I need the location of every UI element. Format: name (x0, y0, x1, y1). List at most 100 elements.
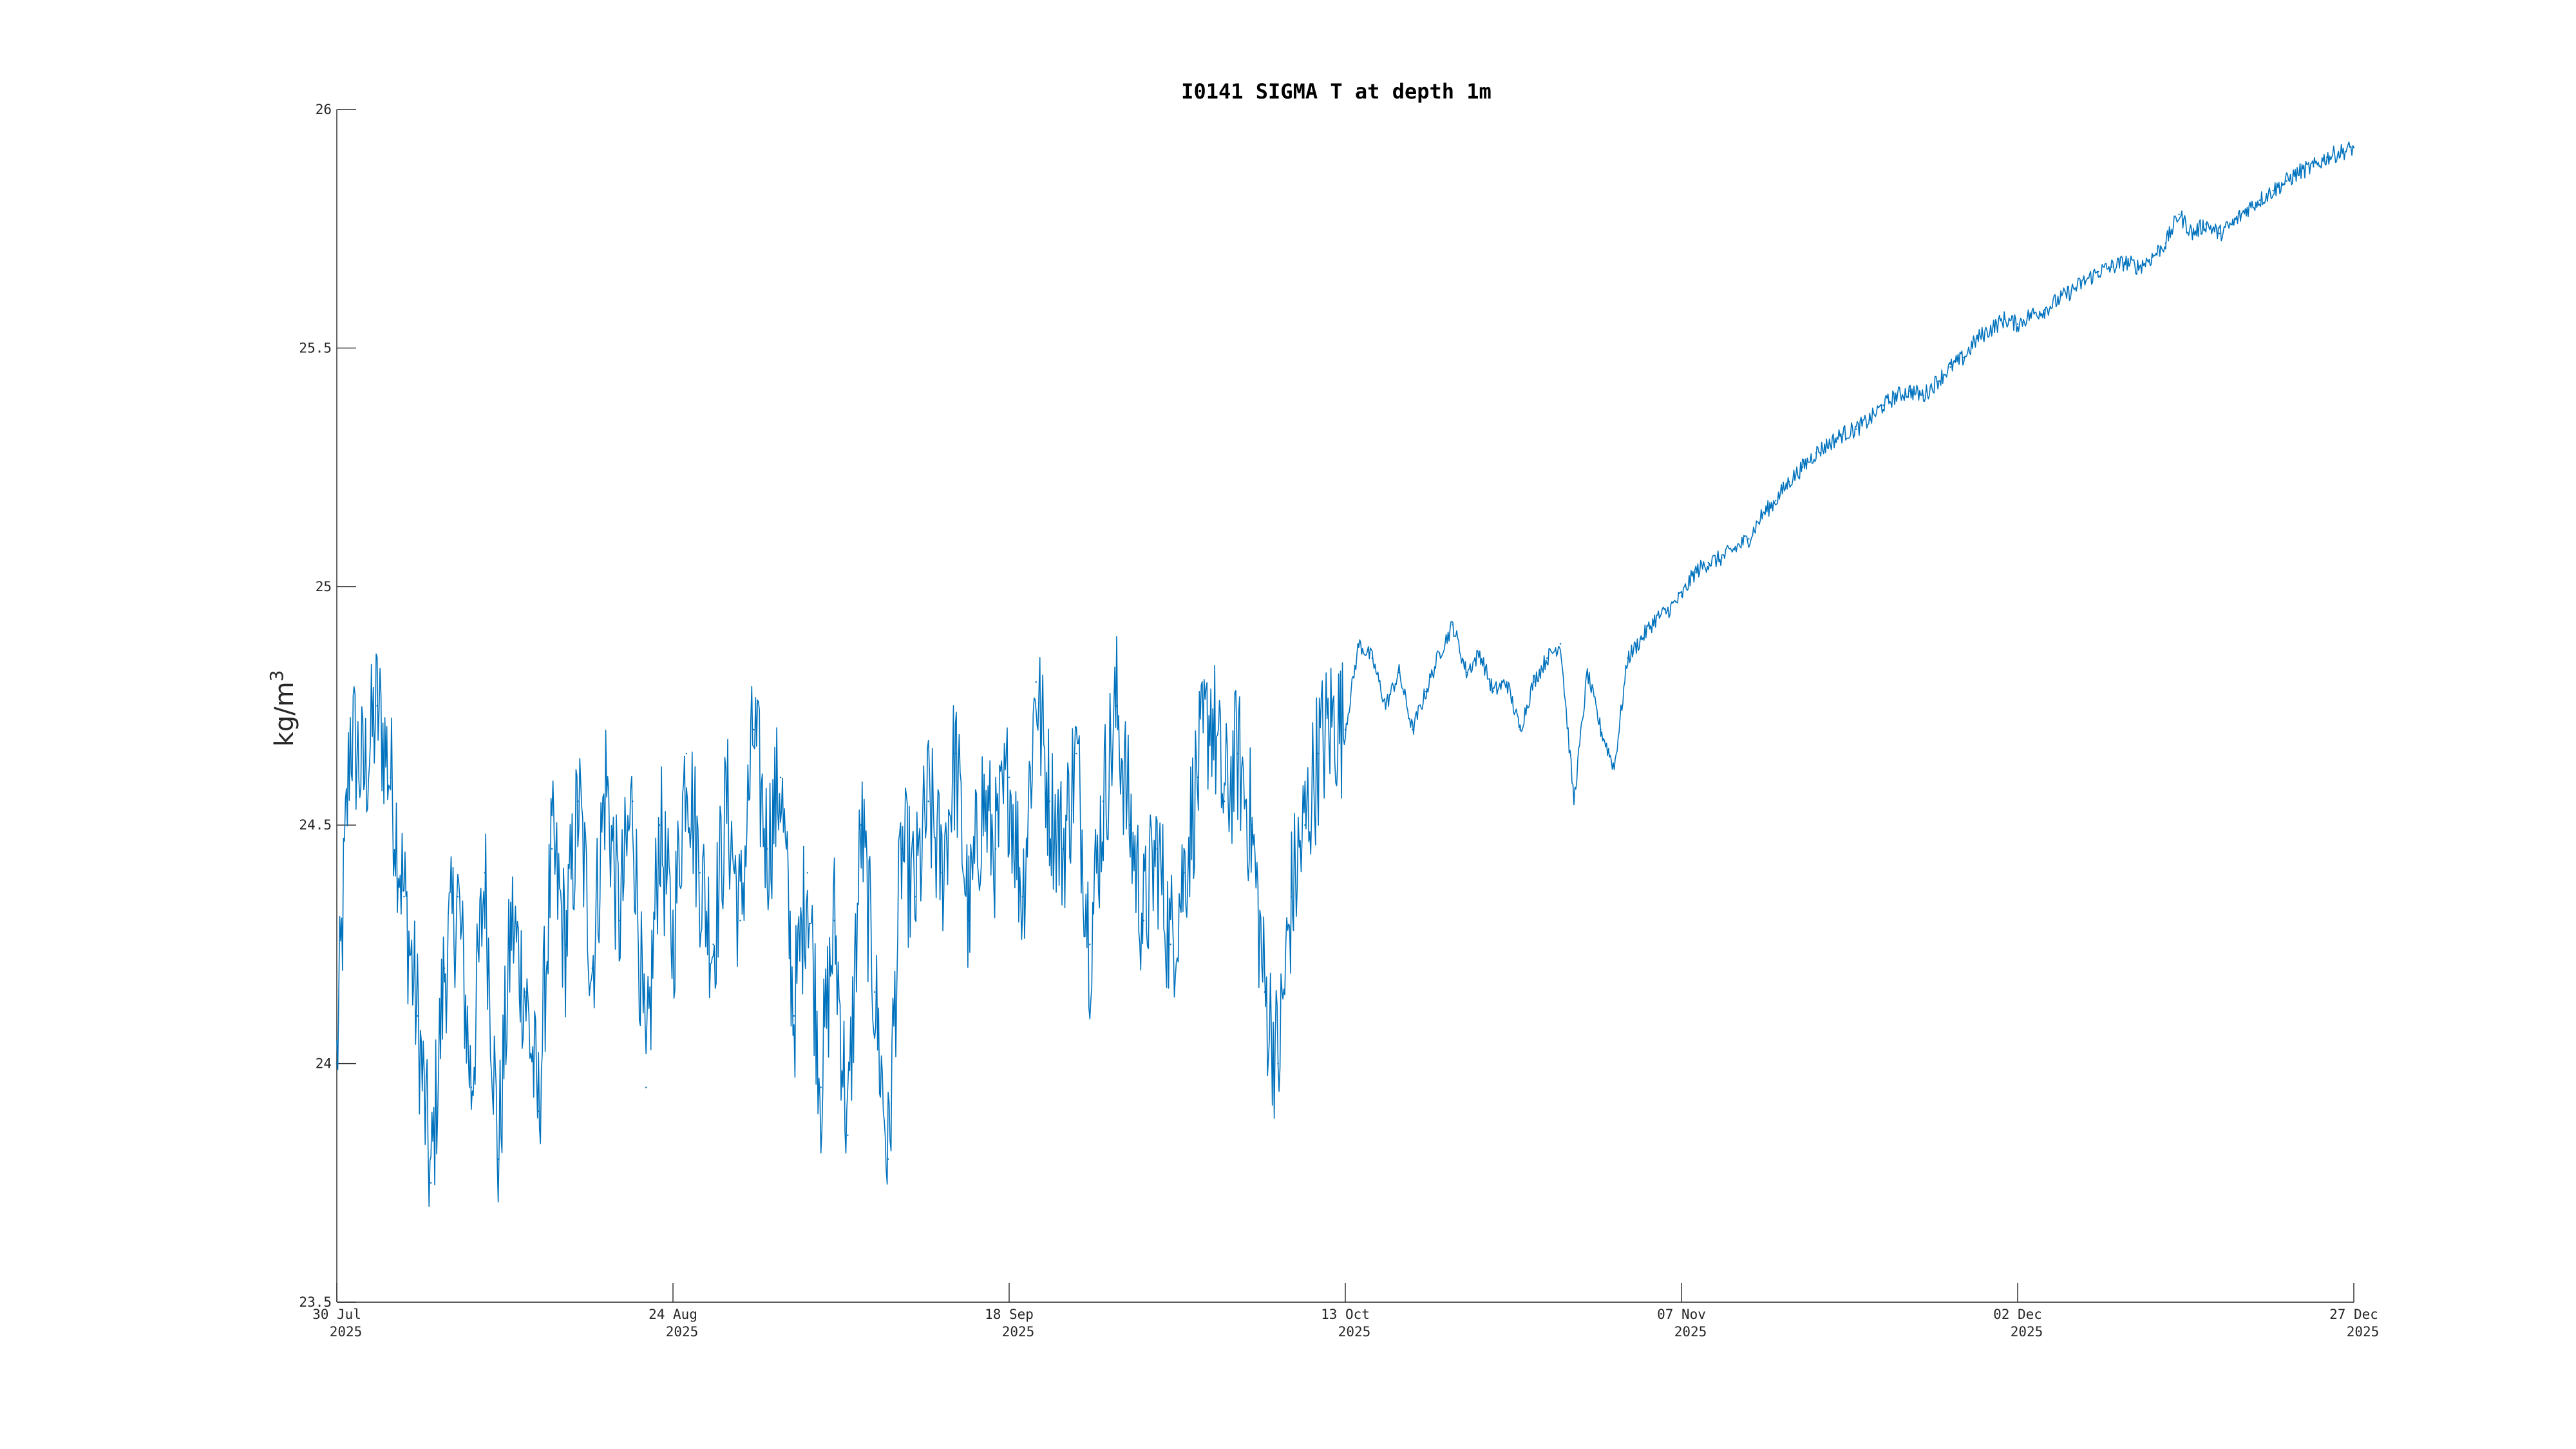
data-point (1559, 643, 1562, 645)
data-point (994, 848, 997, 850)
y-tick-label: 26 (316, 102, 332, 117)
data-point (1667, 609, 1669, 611)
data-point (927, 800, 929, 802)
y-tick-label: 25 (316, 579, 332, 594)
data-point (1680, 595, 1683, 597)
data-point (1021, 896, 1024, 898)
x-tick-label-date: 30 Jul (312, 1307, 361, 1322)
data-point (349, 728, 352, 731)
x-tick-label-year: 2025 (1338, 1324, 1371, 1340)
data-point (766, 848, 768, 850)
x-axis: 30 Jul 2025 24 Aug 2025 18 Sep 2025 13 Oct 2025… (312, 1283, 2379, 1340)
data-point (1318, 752, 1320, 755)
data-point (511, 920, 513, 922)
data-point (1089, 943, 1091, 945)
data-point (2070, 290, 2072, 292)
data-point (860, 824, 862, 826)
data-point (1922, 395, 1924, 397)
data-point (2313, 166, 2315, 168)
data-point (1479, 652, 1481, 654)
data-point (1142, 920, 1145, 922)
data-point (578, 800, 580, 802)
data-point (1976, 337, 1978, 339)
data-point (726, 800, 728, 802)
data-point (336, 1063, 338, 1065)
data-point (524, 991, 526, 993)
data-point (605, 776, 607, 779)
y-tick-label: 24 (316, 1056, 332, 1072)
data-point (793, 1015, 795, 1017)
data-point (470, 1086, 472, 1088)
data-point (1707, 562, 1709, 564)
data-point (1264, 991, 1265, 993)
data-point (1197, 776, 1198, 779)
data-point (1291, 896, 1293, 898)
data-point (1492, 690, 1494, 693)
data-point (1882, 404, 1884, 406)
data-point (1909, 390, 1911, 392)
data-point (632, 800, 634, 802)
x-tick-label-year: 2025 (330, 1324, 363, 1340)
data-point (2299, 171, 2301, 173)
data-point (1412, 728, 1414, 731)
y-axis: 23.5 24 24.5 25 25.5 26 (299, 102, 356, 1310)
data-point (1855, 428, 1857, 430)
x-tick-label-year: 2025 (1002, 1324, 1035, 1340)
data-point (2339, 151, 2342, 153)
data-point (497, 1158, 499, 1160)
data-point (390, 776, 392, 779)
data-point (1546, 657, 1548, 659)
data-point (1156, 848, 1158, 850)
data-point (1277, 1063, 1279, 1065)
data-point (484, 872, 486, 874)
data-point (1949, 366, 1951, 368)
data-point (2353, 147, 2355, 149)
data-point (1788, 480, 1790, 482)
data-point (1640, 638, 1642, 640)
data-point (1223, 800, 1226, 802)
x-tick-label-date: 07 Nov (1657, 1307, 1706, 1322)
data-point (2231, 223, 2234, 225)
data-point (1936, 381, 1938, 383)
data-point (2030, 314, 2032, 316)
data-point (2137, 266, 2140, 268)
data-point (2219, 232, 2221, 234)
data-point (417, 1015, 419, 1017)
data-point (712, 943, 714, 945)
data-point (2151, 256, 2153, 258)
data-point (2164, 242, 2166, 244)
data-point (1694, 571, 1696, 573)
data-point (1331, 719, 1333, 721)
data-point (1035, 681, 1037, 683)
data-point (658, 824, 661, 826)
data-point (2016, 323, 2019, 325)
y-tick-label: 24.5 (299, 817, 332, 833)
data-point (900, 848, 903, 850)
data-point (2098, 270, 2099, 273)
data-point (1761, 514, 1763, 516)
data-point (1465, 671, 1468, 674)
data-point (2259, 199, 2260, 201)
data-point (1990, 328, 1992, 330)
data-point (820, 1086, 822, 1088)
data-point (1075, 752, 1077, 755)
data-point (618, 920, 620, 922)
data-point (1115, 705, 1118, 707)
data-point (2084, 280, 2086, 282)
chart-title: I0141 SIGMA T at depth 1m (1181, 79, 1492, 104)
data-point (1439, 652, 1441, 654)
data-point (1734, 547, 1736, 549)
data-point (363, 776, 365, 779)
svg-text:kg/m3: kg/m3 (266, 670, 299, 747)
x-tick-label-date: 02 Dec (1993, 1307, 2042, 1322)
data-point (376, 705, 378, 707)
data-point (2286, 180, 2287, 182)
y-axis-label-superscript: 3 (266, 670, 287, 682)
data-point (941, 872, 943, 874)
y-axis-label: kg/m3 (266, 670, 299, 747)
x-tick-label-date: 13 Oct (1321, 1307, 1370, 1322)
data-point (847, 1134, 849, 1136)
data-point (538, 1110, 540, 1112)
data-point (2043, 308, 2045, 311)
data-point (1398, 671, 1400, 674)
